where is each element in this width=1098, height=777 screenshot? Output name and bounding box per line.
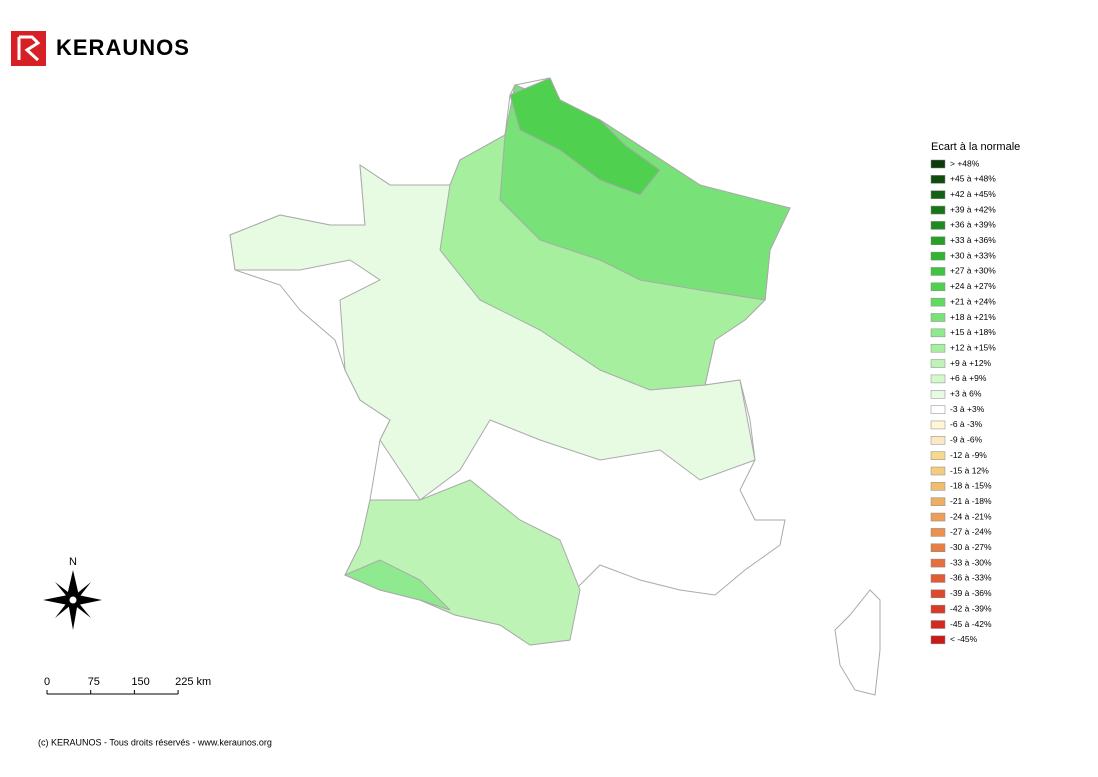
legend-label: < -45%	[950, 634, 978, 644]
legend-label: > +48%	[950, 158, 980, 168]
legend-label: +6 à +9%	[950, 373, 987, 383]
legend-label: +33 à +36%	[950, 235, 996, 245]
legend-label: -27 à -24%	[950, 527, 992, 537]
legend-label: -15 à 12%	[950, 465, 989, 475]
legend: Ecart à la normale > +48% +45 à +48% +42 à…	[930, 141, 1020, 645]
legend-swatch	[930, 190, 946, 199]
legend-swatch	[930, 313, 946, 322]
legend-swatch	[930, 420, 946, 430]
compass-center	[68, 595, 78, 605]
scale-bar: 0 75 150 225 km	[44, 676, 211, 695]
footer: (c) KERAUNOS - Tous droits réservés - ww…	[38, 737, 272, 747]
legend-label: -6 à -3%	[950, 419, 983, 429]
legend-label: +15 à +18%	[950, 327, 996, 337]
corsica	[834, 589, 881, 696]
legend-swatch	[930, 528, 946, 537]
france-map	[229, 77, 881, 696]
legend-swatch	[930, 205, 946, 215]
legend-label: -33 à -30%	[950, 557, 992, 567]
scale-label: 225 km	[175, 676, 211, 688]
legend-swatch	[930, 543, 946, 552]
legend-label: +21 à +24%	[950, 296, 996, 306]
legend-label: +36 à +39%	[950, 220, 996, 230]
legend-swatch	[930, 236, 946, 245]
legend-label: +18 à +21%	[950, 312, 996, 322]
legend-swatch	[930, 390, 946, 399]
legend-label: -36 à -33%	[950, 573, 992, 583]
legend-swatch	[930, 221, 946, 230]
scale-label: 0	[44, 676, 50, 688]
legend-label: +30 à +33%	[950, 250, 996, 260]
legend-swatch	[930, 359, 946, 368]
legend-label: -12 à -9%	[950, 450, 987, 460]
legend-swatch	[930, 267, 946, 276]
legend-label: -42 à -39%	[950, 603, 992, 613]
legend-swatch	[930, 466, 946, 476]
legend-label: +39 à +42%	[950, 204, 996, 214]
compass-north: N	[69, 556, 77, 568]
legend-label: -21 à -18%	[950, 496, 992, 506]
legend-swatch	[930, 297, 946, 307]
legend-swatch	[930, 251, 946, 261]
legend-label: +24 à +27%	[950, 281, 996, 291]
legend-swatch	[930, 159, 946, 169]
region-coast	[343, 559, 451, 611]
scale-label: 150	[131, 676, 149, 688]
legend-swatch	[930, 574, 946, 583]
legend-swatch	[930, 451, 946, 460]
legend-swatch	[930, 604, 946, 614]
legend-swatch	[930, 620, 946, 629]
region-nord	[509, 77, 661, 196]
legend-label: -18 à -15%	[950, 481, 992, 491]
legend-swatch	[930, 175, 946, 184]
legend-swatch	[930, 558, 946, 568]
legend-label: -39 à -36%	[950, 588, 992, 598]
legend-label: -3 à +3%	[950, 404, 985, 414]
legend-label: +3 à 6%	[950, 389, 982, 399]
legend-label: -45 à -42%	[950, 619, 992, 629]
logo-mark	[17, 35, 41, 62]
legend-swatch	[930, 282, 946, 292]
legend-label: -30 à -27%	[950, 542, 992, 552]
scale-label: 75	[88, 676, 100, 688]
legend-label: +9 à +12%	[950, 358, 992, 368]
legend-label: +12 à +15%	[950, 342, 996, 352]
legend-label: -9 à -6%	[950, 435, 983, 445]
legend-swatch	[930, 343, 946, 353]
legend-swatch	[930, 512, 946, 522]
legend-swatch	[930, 589, 946, 599]
legend-swatch	[930, 482, 946, 491]
legend-swatch	[930, 374, 946, 384]
legend-swatch	[930, 328, 946, 338]
logo: KERAUNOS	[11, 31, 190, 66]
legend-swatch	[930, 405, 946, 414]
legend-label: -24 à -21%	[950, 511, 992, 521]
legend-swatch	[930, 436, 946, 445]
legend-label: +42 à +45%	[950, 189, 996, 199]
legend-label: +27 à +30%	[950, 266, 996, 276]
legend-label: +45 à +48%	[950, 174, 996, 184]
legend-swatch	[930, 497, 946, 506]
legend-swatch	[930, 635, 946, 645]
logo-text: KERAUNOS	[56, 35, 190, 60]
compass: N	[43, 556, 102, 630]
legend-title: Ecart à la normale	[931, 141, 1020, 153]
